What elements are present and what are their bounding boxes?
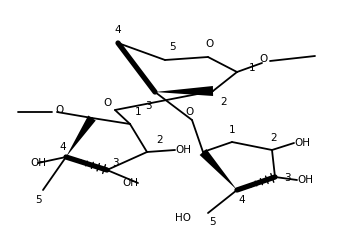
Text: HO: HO bbox=[175, 213, 191, 223]
Text: 1: 1 bbox=[229, 125, 235, 135]
Text: 2: 2 bbox=[271, 133, 277, 143]
Text: O: O bbox=[206, 39, 214, 49]
Text: 5: 5 bbox=[35, 195, 41, 205]
Text: 1: 1 bbox=[249, 63, 255, 73]
Text: OH: OH bbox=[175, 145, 191, 155]
Text: 4: 4 bbox=[60, 142, 66, 152]
Text: 4: 4 bbox=[115, 25, 121, 35]
Text: 5: 5 bbox=[210, 217, 216, 227]
Text: 5: 5 bbox=[169, 42, 175, 52]
Text: 3: 3 bbox=[145, 101, 151, 111]
Polygon shape bbox=[200, 149, 237, 190]
Text: OH: OH bbox=[122, 178, 138, 188]
Text: 1: 1 bbox=[135, 107, 141, 117]
Text: 3: 3 bbox=[284, 173, 290, 183]
Text: O: O bbox=[104, 98, 112, 108]
Text: O: O bbox=[186, 107, 194, 117]
Text: OH: OH bbox=[297, 175, 313, 185]
Polygon shape bbox=[66, 116, 96, 157]
Polygon shape bbox=[155, 86, 213, 96]
Text: 2: 2 bbox=[157, 135, 163, 145]
Text: 3: 3 bbox=[112, 158, 118, 168]
Text: O: O bbox=[56, 105, 64, 115]
Text: O: O bbox=[259, 54, 267, 64]
Text: 4: 4 bbox=[239, 195, 245, 205]
Text: OH: OH bbox=[30, 158, 46, 168]
Text: 2: 2 bbox=[221, 97, 227, 107]
Text: OH: OH bbox=[294, 138, 310, 148]
